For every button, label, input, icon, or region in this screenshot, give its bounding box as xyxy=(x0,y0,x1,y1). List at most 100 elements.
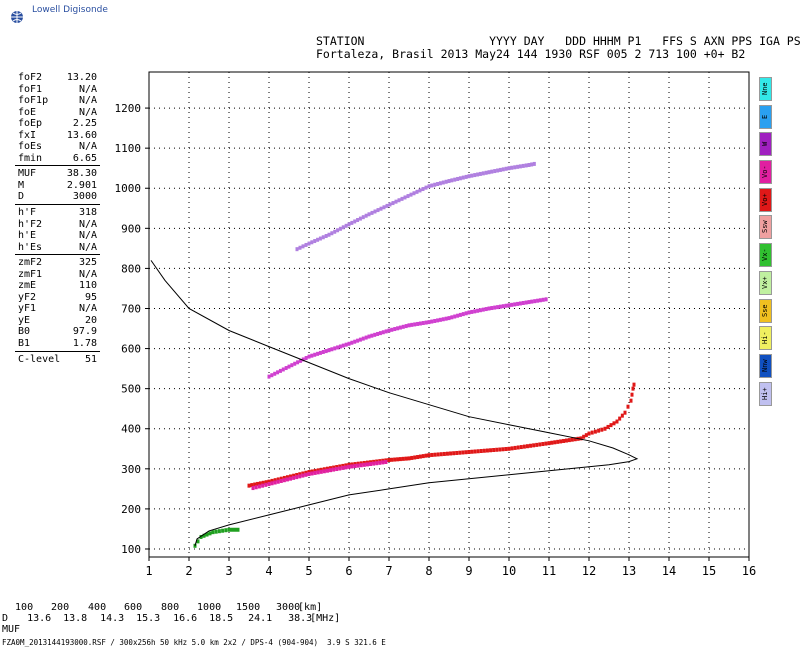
trace-mark xyxy=(250,483,254,488)
trace-mark xyxy=(316,237,320,242)
param-label: h'E xyxy=(18,230,37,242)
trace-mark xyxy=(467,449,471,454)
trace-mark xyxy=(547,441,551,446)
trace-mark xyxy=(498,304,502,309)
trace-mark xyxy=(344,342,348,347)
trace-mark xyxy=(629,398,633,403)
trace-mark xyxy=(344,465,348,470)
trace-mark xyxy=(301,357,305,362)
trace-mark xyxy=(609,423,613,428)
trace-mark xyxy=(516,445,520,450)
trace-mark xyxy=(626,404,630,409)
trace-mark xyxy=(481,307,485,312)
param-label: foE xyxy=(18,106,37,118)
trace-mark xyxy=(484,307,488,312)
trace-mark xyxy=(313,468,317,473)
legend-swatch: Nnw xyxy=(759,353,772,378)
legend-label: Nnw xyxy=(761,359,769,373)
trace-mark xyxy=(487,306,491,311)
muf-cell: 14.3 xyxy=(100,613,125,624)
globe-icon xyxy=(11,11,23,23)
trace-mark xyxy=(211,530,215,535)
trace-mark xyxy=(618,416,622,421)
legend-label: Hi+ xyxy=(761,387,769,400)
trace-mark xyxy=(221,528,225,533)
x-tick-label: 3 xyxy=(225,564,232,578)
y-tick-label: 700 xyxy=(121,302,141,315)
polarization-legend: Nne E W Vo- Vo+ Ssw Vx- Vx+ Sse Hi- Nnw Hi+ xyxy=(759,77,772,409)
trace-mark xyxy=(470,309,474,314)
file-info-footer: FZA0M_2013144193000.RSF / 300x256h 50 kH… xyxy=(2,638,386,647)
param-label: yF2 xyxy=(18,291,37,303)
trace-mark xyxy=(510,165,514,170)
trace-mark xyxy=(292,473,296,478)
param-value: N/A xyxy=(78,83,97,95)
trace-mark xyxy=(256,481,260,486)
trace-mark xyxy=(559,439,563,444)
trace-mark xyxy=(333,346,337,351)
muf-cell: 16.6 xyxy=(173,613,198,624)
trace-mark xyxy=(333,229,337,234)
trace-mark xyxy=(316,470,320,475)
trace-mark xyxy=(532,443,536,448)
y-tick-label: 800 xyxy=(121,262,141,275)
trace-mark xyxy=(464,174,468,179)
legend-label: Vx- xyxy=(761,248,769,262)
trace-mark xyxy=(510,446,514,451)
trace-mark xyxy=(464,450,468,455)
x-tick-label: 11 xyxy=(542,564,556,578)
param-value: 2.25 xyxy=(72,118,97,130)
param-value: 20 xyxy=(84,314,97,326)
param-value: 318 xyxy=(78,207,97,219)
param-value: 13.20 xyxy=(66,72,97,83)
param-separator xyxy=(15,165,100,167)
scaled-parameters-panel: foF2 13.20 foF1 N/A foF1p N/A foE N/A foEp 2.25 fx… xyxy=(15,72,100,365)
param-row: foE N/A xyxy=(15,107,97,119)
d-row-label: D xyxy=(2,613,9,624)
trace-mark xyxy=(484,170,488,175)
y-tick-label: 200 xyxy=(121,503,141,516)
param-label: zmF1 xyxy=(18,268,43,280)
param-row: yF1 N/A xyxy=(15,303,97,315)
param-value: N/A xyxy=(78,218,97,230)
param-row: zmF2 325 xyxy=(15,257,97,269)
trace-mark xyxy=(518,164,522,169)
trace-mark xyxy=(313,470,317,475)
trace-mark xyxy=(289,474,293,479)
param-value: N/A xyxy=(78,106,97,118)
param-label: h'F2 xyxy=(18,218,43,230)
trace-mark xyxy=(516,164,520,169)
trace-mark xyxy=(336,345,340,350)
param-row: yE 20 xyxy=(15,315,97,327)
trace-mark xyxy=(404,456,408,461)
trace-mark xyxy=(217,529,221,534)
trace-mark xyxy=(501,167,505,172)
trace-mark xyxy=(495,447,499,452)
param-row: foF1p N/A xyxy=(15,95,97,107)
y-tick-label: 1000 xyxy=(115,182,142,195)
muf-cell: 400 xyxy=(88,602,107,613)
trace-mark xyxy=(401,456,405,461)
trace-mark xyxy=(382,205,386,210)
trace-mark xyxy=(441,317,445,322)
param-value: 38.30 xyxy=(66,168,97,180)
trace-mark xyxy=(325,466,329,471)
trace-mark xyxy=(631,386,635,391)
trace-mark xyxy=(347,341,351,346)
trace-mark xyxy=(544,297,548,302)
trace-mark xyxy=(341,343,345,348)
trace-mark xyxy=(329,466,333,471)
trace-mark xyxy=(376,331,380,336)
x-tick-label: 8 xyxy=(425,564,432,578)
legend-label: Vo- xyxy=(761,165,769,179)
param-row: foEs N/A xyxy=(15,141,97,153)
muf-cell: 800 xyxy=(161,602,180,613)
trace-mark xyxy=(276,479,280,484)
trace-mark xyxy=(567,438,571,443)
legend-label: Vo+ xyxy=(761,193,769,207)
trace-mark xyxy=(307,470,311,475)
trace-mark xyxy=(310,471,314,476)
trace-mark xyxy=(318,236,322,241)
trace-mark xyxy=(336,228,340,233)
